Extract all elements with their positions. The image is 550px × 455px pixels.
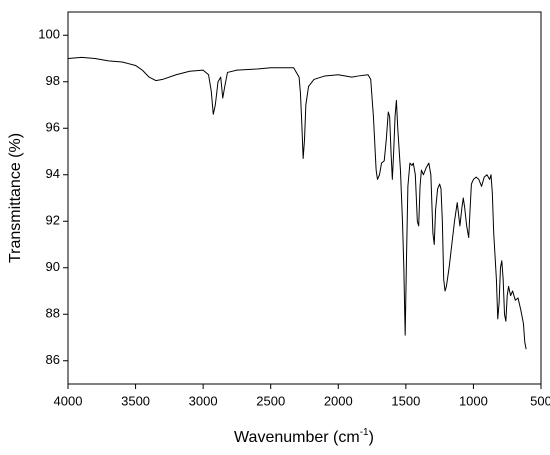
x-tick-label: 1000 [459,393,488,408]
spectrum-line [67,56,527,350]
y-tick-label: 98 [46,73,60,88]
x-tick-label: 2500 [256,393,285,408]
x-tick-label: 3000 [189,393,218,408]
y-tick-label: 90 [46,259,60,274]
x-tick-label: 4000 [54,393,83,408]
x-tick-label: 3500 [121,393,150,408]
y-tick-label: 96 [46,120,60,135]
x-tick-label: 2000 [324,393,353,408]
y-tick-label: 86 [46,352,60,367]
x-axis-label-text: Wavenumber (cm [234,429,360,446]
x-axis-label-end: ) [369,429,374,446]
y-tick-label: 94 [46,166,60,181]
plot-frame [67,11,542,385]
y-tick-label: 88 [46,306,60,321]
x-axis-label-sup: -1 [360,427,369,438]
x-tick-label: 500 [530,393,550,408]
x-axis-label: Wavenumber (cm-1) [234,427,374,447]
y-tick-label: 100 [38,27,60,42]
y-axis-label: Transmittance (%) [7,133,24,263]
y-tick-label: 92 [46,213,60,228]
x-tick-label: 1500 [391,393,420,408]
